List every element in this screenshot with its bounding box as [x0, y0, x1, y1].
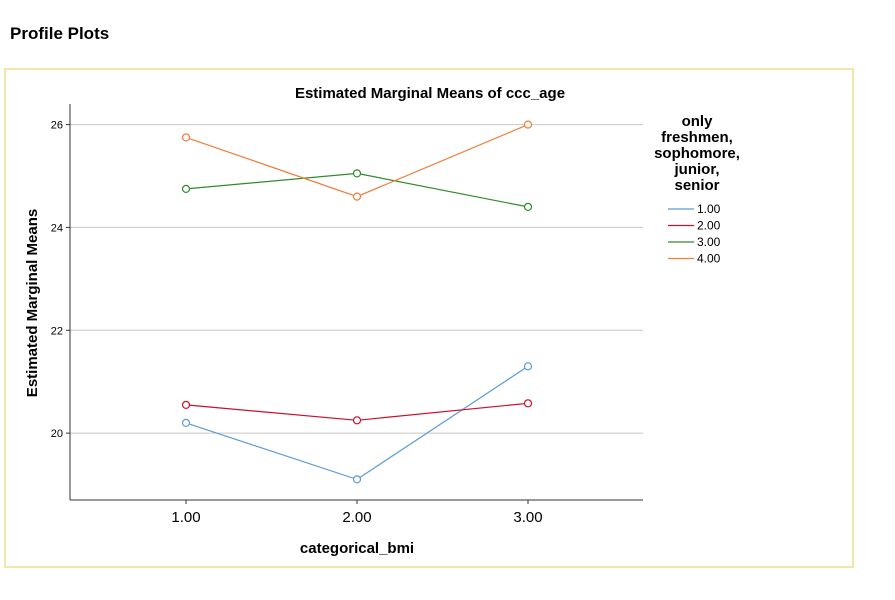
legend-title-line: freshmen, [661, 129, 733, 146]
y-tick-label: 20 [51, 428, 63, 440]
series-line-4.00 [185, 124, 529, 198]
data-point [523, 362, 533, 371]
data-point [181, 133, 191, 142]
data-point [352, 169, 362, 178]
x-axis-label: categorical_bmi [300, 540, 414, 557]
y-tick-label: 22 [51, 325, 63, 337]
chart-title: Estimated Marginal Means of ccc_age [295, 85, 565, 102]
y-tick-label: 26 [51, 120, 63, 132]
legend-title-line: senior [674, 177, 719, 194]
y-ticks: 20 22 24 26 [51, 120, 70, 440]
x-tick-label: 3.00 [513, 509, 542, 526]
x-tick-label: 2.00 [342, 509, 371, 526]
legend-item-label: 2.00 [697, 219, 721, 233]
y-tick-label: 24 [51, 222, 63, 234]
series-group [181, 120, 533, 484]
data-point [523, 399, 533, 408]
legend-title-line: only [682, 113, 713, 130]
x-tick-label: 1.00 [171, 509, 200, 526]
legend-title-line: junior, [674, 161, 720, 178]
data-point [181, 418, 191, 427]
legend-item-label: 4.00 [697, 252, 721, 266]
legend-item-label: 1.00 [697, 202, 721, 216]
data-point [352, 192, 362, 201]
x-ticks: 1.00 2.00 3.00 [171, 500, 543, 526]
series-line-3.00 [185, 172, 529, 208]
legend-title-line: sophomore, [654, 145, 740, 162]
data-point [181, 400, 191, 409]
data-point [181, 184, 191, 193]
data-point [352, 475, 362, 484]
data-point [523, 120, 533, 129]
section-title: Profile Plots [10, 24, 110, 43]
grid-lines [70, 124, 643, 434]
data-point [352, 416, 362, 425]
data-point [523, 202, 533, 211]
legend-item-label: 3.00 [697, 235, 721, 249]
chart-frame [4, 68, 854, 568]
y-axis-label: Estimated Marginal Means [24, 209, 41, 397]
